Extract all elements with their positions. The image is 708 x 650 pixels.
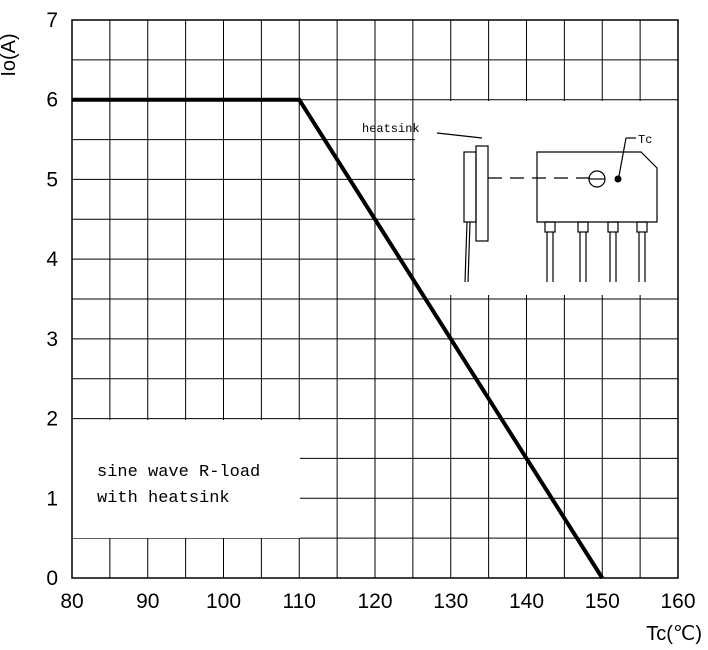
tc-point-icon [614,175,622,183]
annotation-line-1: sine wave R-load [97,463,260,482]
annotation-line-2: with heatsink [97,489,230,508]
inset-tc-label: Tc [638,133,652,147]
x-tick-label: 100 [206,590,241,613]
x-tick-label: 150 [585,590,620,613]
inset-heatsink-label: heatsink [362,122,420,136]
x-tick-label: 160 [660,590,695,613]
y-tick-label: 6 [46,89,58,112]
x-tick-label: 110 [283,590,316,613]
derating-curve-line [72,97,604,580]
x-tick-label: 90 [136,590,159,613]
plot-frame [71,19,679,579]
x-tick-label: 130 [433,590,468,613]
y-tick-label: 3 [46,328,58,351]
y-tick-label: 7 [46,9,58,32]
y-tick-label: 2 [46,408,58,431]
x-axis-title: Tc(℃) [646,623,702,645]
x-tick-label: 140 [509,590,544,613]
x-tick-label: 120 [357,590,392,613]
annotation-box [72,420,300,538]
inset-diagram: heatsink Tc [362,101,678,295]
tick-labels: 80 90 100 110 120 130 140 150 160 0 1 2 3 4 5 6 7 [46,9,695,613]
y-tick-label: 0 [46,567,58,590]
y-tick-label: 5 [46,168,58,191]
series-layer [72,97,604,580]
x-tick-label: 80 [60,590,83,613]
y-tick-label: 4 [46,248,58,271]
y-axis-title: Io(A) [0,33,20,76]
y-tick-label: 1 [46,487,58,510]
